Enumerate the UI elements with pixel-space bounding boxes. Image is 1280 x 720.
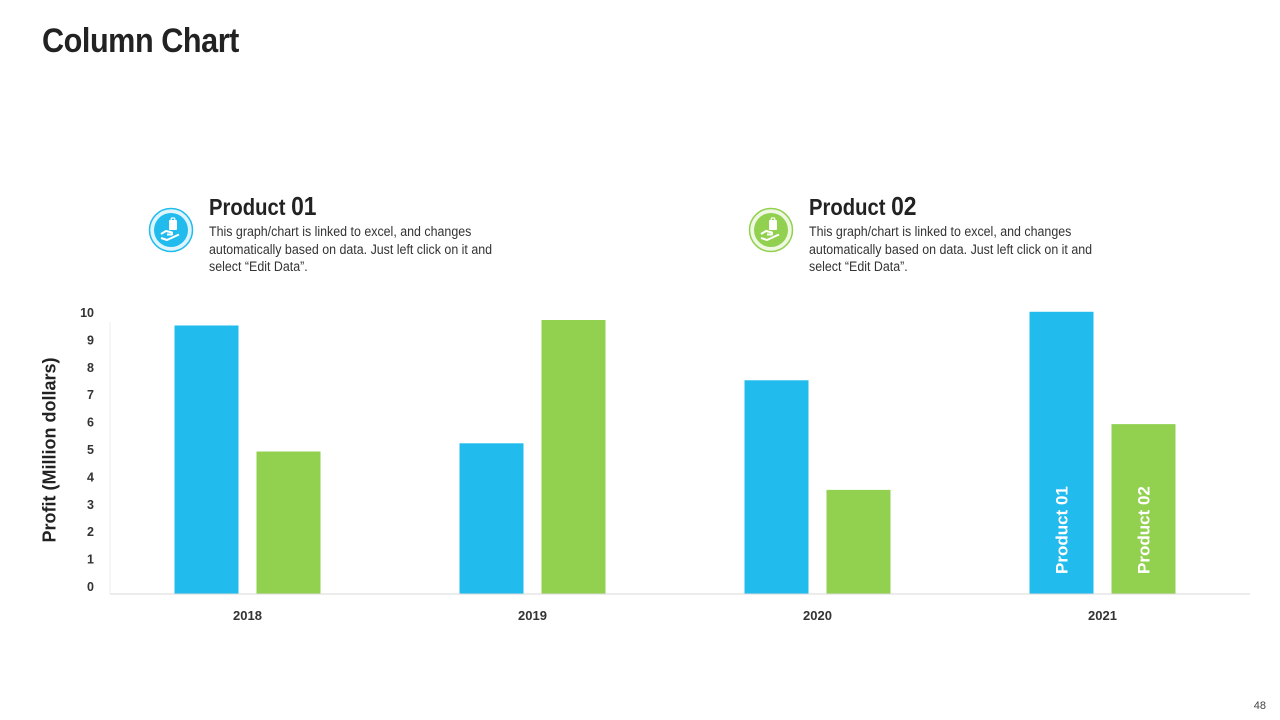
hand-holding-bag-icon — [748, 207, 794, 253]
x-tick-label: 2020 — [803, 608, 832, 623]
y-tick-label: 9 — [87, 333, 94, 347]
bar-product-01-2020[interactable] — [744, 380, 809, 594]
y-tick-label: 3 — [87, 498, 94, 512]
page-title: Column Chart — [42, 22, 239, 60]
legend-heading: Product 02 — [809, 192, 1091, 221]
y-tick-label: 10 — [80, 306, 94, 320]
y-tick-label: 1 — [87, 553, 94, 567]
page-number: 48 — [1253, 700, 1266, 712]
legend-name-word: Product — [209, 194, 286, 220]
y-tick-label: 4 — [87, 470, 94, 484]
y-tick-label: 0 — [87, 580, 94, 594]
hand-holding-bag-icon — [148, 207, 194, 253]
x-axis-ticks: 2018 2019 2020 2021 — [233, 608, 1117, 623]
y-tick-label: 7 — [87, 388, 94, 402]
bar-inline-label: Product 01 — [1053, 486, 1072, 574]
legend-description: This graph/chart is linked to excel, and… — [809, 224, 1093, 274]
x-tick-label: 2021 — [1088, 608, 1117, 623]
bar-product-02-2021[interactable] — [1111, 424, 1176, 594]
legend-name-num: 02 — [891, 191, 917, 221]
bar-product-01-2019[interactable] — [459, 443, 524, 594]
chart-bars: Product 01 Product 02 — [174, 311, 1176, 594]
legend-description: This graph/chart is linked to excel, and… — [209, 224, 493, 274]
y-axis-ticks: 0 1 2 3 4 5 6 7 8 9 10 — [80, 306, 94, 594]
legend-name-num: 01 — [291, 191, 317, 221]
bar-product-01-2021[interactable] — [1029, 311, 1094, 594]
bar-inline-label: Product 02 — [1135, 486, 1154, 574]
y-tick-label: 2 — [87, 525, 94, 539]
bar-product-02-2019[interactable] — [541, 320, 606, 594]
bar-product-02-2020[interactable] — [826, 489, 891, 594]
bar-product-01-2018[interactable] — [174, 325, 239, 594]
y-tick-label: 6 — [87, 416, 94, 430]
x-tick-label: 2018 — [233, 608, 262, 623]
bar-product-02-2018[interactable] — [256, 451, 321, 594]
y-tick-label: 5 — [87, 443, 94, 457]
y-tick-label: 8 — [87, 361, 94, 375]
legend-heading: Product 01 — [209, 192, 491, 221]
x-tick-label: 2019 — [518, 608, 547, 623]
legend-name-word: Product — [809, 194, 886, 220]
